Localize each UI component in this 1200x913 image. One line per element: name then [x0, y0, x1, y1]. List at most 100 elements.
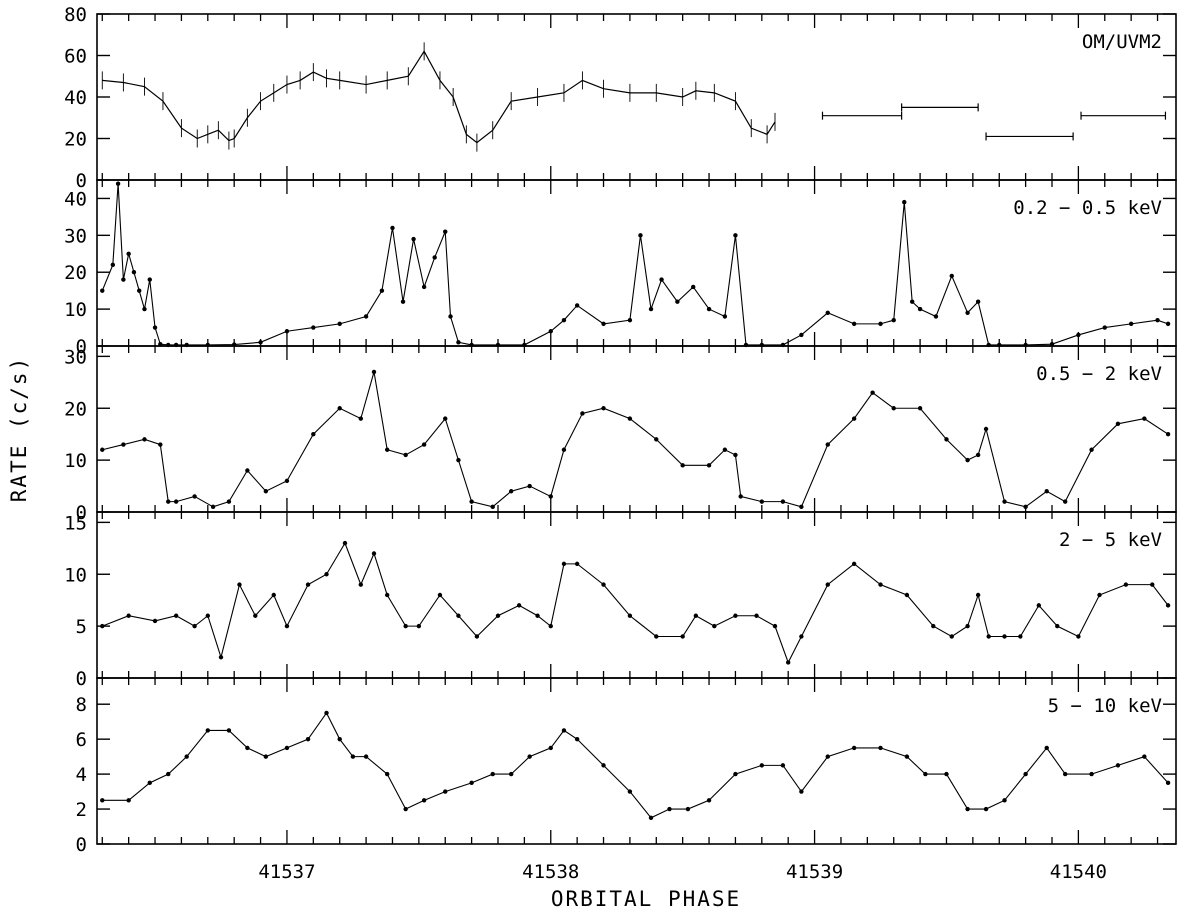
- data-point: [469, 499, 474, 504]
- data-point: [271, 592, 276, 598]
- data-point: [680, 634, 685, 639]
- data-point: [416, 623, 422, 629]
- data-point: [142, 306, 147, 312]
- data-point: [574, 303, 580, 308]
- data-point: [126, 613, 131, 618]
- data-point: [400, 299, 406, 304]
- data-point: [490, 771, 495, 777]
- data-point: [527, 754, 532, 759]
- data-point: [192, 623, 197, 629]
- data-point: [337, 321, 342, 327]
- data-point: [490, 504, 495, 510]
- data-point: [110, 262, 116, 268]
- data-point: [448, 314, 453, 319]
- data-point: [654, 634, 659, 639]
- y-tick-label: 0: [76, 834, 87, 856]
- data-point: [1165, 431, 1171, 437]
- data-point: [601, 763, 606, 768]
- data-point: [384, 447, 390, 452]
- data-point: [456, 340, 461, 345]
- data-point: [527, 483, 532, 489]
- data-point: [733, 233, 738, 238]
- data-point: [780, 499, 786, 504]
- data-point: [1044, 745, 1049, 751]
- data-point: [421, 442, 427, 447]
- data-point: [825, 442, 830, 447]
- data-point: [878, 745, 883, 751]
- y-tick-label: 20: [64, 129, 87, 151]
- data-point: [601, 582, 606, 587]
- data-point: [142, 437, 147, 442]
- data-point: [1002, 499, 1007, 504]
- y-axis-title: RATE (c/s): [7, 356, 31, 502]
- data-point: [226, 499, 232, 504]
- data-point: [627, 613, 633, 618]
- panel-label: 0.2 − 0.5 keV: [1013, 197, 1162, 219]
- data-point: [548, 494, 553, 499]
- data-point: [1155, 317, 1160, 323]
- x-tick-label: 41538: [522, 861, 579, 883]
- data-point: [258, 340, 263, 345]
- y-tick-label: 10: [64, 450, 87, 472]
- data-point: [667, 806, 672, 812]
- data-point: [923, 771, 928, 777]
- data-point: [627, 416, 633, 421]
- data-point: [580, 411, 585, 416]
- y-tick-label: 4: [76, 764, 87, 786]
- data-point: [508, 489, 514, 494]
- data-point: [1115, 763, 1121, 768]
- data-point: [1165, 780, 1171, 786]
- data-point: [574, 561, 580, 567]
- data-point: [253, 613, 258, 618]
- data-point: [100, 288, 105, 293]
- data-point: [659, 277, 664, 282]
- data-point: [474, 634, 480, 639]
- data-point: [456, 613, 461, 618]
- data-point: [173, 613, 179, 618]
- data-point: [1023, 504, 1028, 510]
- data-point: [516, 603, 522, 608]
- data-point: [638, 233, 643, 238]
- data-point: [712, 623, 717, 629]
- y-tick-label: 0: [76, 170, 87, 192]
- data-point: [126, 798, 131, 803]
- data-point: [675, 299, 680, 304]
- data-point: [1076, 634, 1081, 639]
- data-point: [1089, 447, 1094, 452]
- y-tick-label: 40: [64, 87, 87, 109]
- panel-frame: [96, 13, 1177, 181]
- data-point: [411, 236, 416, 242]
- data-point: [772, 623, 778, 629]
- x-tick-label: 41539: [786, 861, 843, 883]
- data-point: [1165, 603, 1171, 608]
- data-point: [324, 710, 329, 716]
- data-point: [305, 736, 311, 742]
- data-point: [403, 623, 408, 629]
- data-point: [706, 463, 712, 468]
- data-point: [121, 442, 126, 447]
- y-tick-label: 30: [64, 346, 87, 368]
- data-point: [1123, 582, 1129, 587]
- y-tick-label: 10: [64, 299, 87, 321]
- data-point: [965, 806, 970, 812]
- y-tick-label: 60: [64, 46, 87, 68]
- data-point: [627, 789, 633, 794]
- data-point: [100, 623, 105, 629]
- panel-3: 0 5 10 15 2 − 5 keV: [64, 511, 1177, 690]
- data-point: [363, 754, 369, 759]
- data-point: [1076, 332, 1081, 338]
- x-tick-label: 41537: [258, 861, 315, 883]
- panel-frame: [96, 345, 1177, 513]
- data-point: [421, 284, 427, 290]
- data-point: [152, 618, 158, 624]
- data-point: [284, 478, 290, 484]
- data-point: [371, 551, 377, 556]
- data-point: [722, 447, 728, 452]
- data-point: [147, 780, 152, 786]
- data-point: [891, 317, 896, 323]
- y-tick-label: 0: [76, 668, 87, 690]
- data-point: [218, 655, 224, 660]
- series-line: [102, 541, 1169, 664]
- y-tick-label: 6: [76, 729, 87, 751]
